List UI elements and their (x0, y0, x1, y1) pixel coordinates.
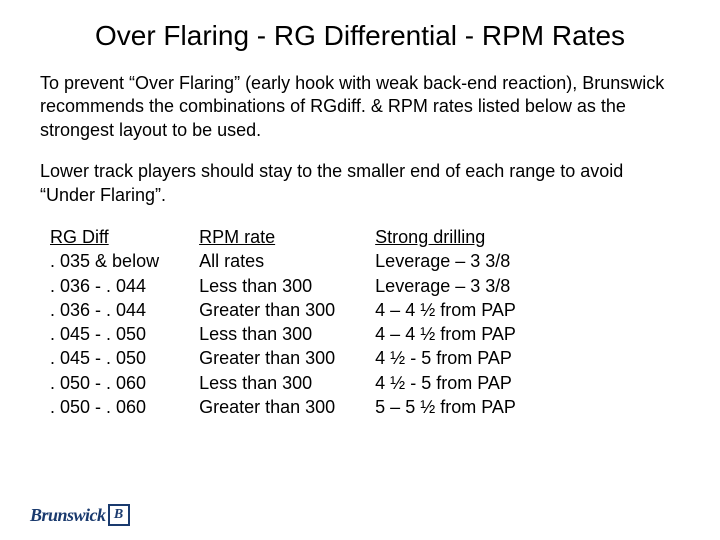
table-cell: . 045 - . 050 (50, 322, 159, 346)
table-cell: . 035 & below (50, 249, 159, 273)
table-cell: Less than 300 (199, 322, 335, 346)
column-strong-drilling: Strong drilling Leverage – 3 3/8 Leverag… (375, 225, 516, 419)
slide: Over Flaring - RG Differential - RPM Rat… (0, 0, 720, 540)
table-cell: 4 – 4 ½ from PAP (375, 298, 516, 322)
intro-paragraph-1: To prevent “Over Flaring” (early hook wi… (40, 72, 680, 142)
table-cell: All rates (199, 249, 335, 273)
column-header: RPM rate (199, 225, 335, 249)
table-cell: . 050 - . 060 (50, 395, 159, 419)
intro-paragraph-2: Lower track players should stay to the s… (40, 160, 680, 207)
table-cell: 5 – 5 ½ from PAP (375, 395, 516, 419)
table-cell: Less than 300 (199, 371, 335, 395)
column-rg-diff: RG Diff . 035 & below . 036 - . 044 . 03… (50, 225, 159, 419)
brunswick-logo: Brunswick B (30, 504, 130, 526)
table-cell: 4 ½ - 5 from PAP (375, 346, 516, 370)
slide-title: Over Flaring - RG Differential - RPM Rat… (40, 20, 680, 52)
table-cell: Greater than 300 (199, 346, 335, 370)
column-header: Strong drilling (375, 225, 516, 249)
table-cell: 4 – 4 ½ from PAP (375, 322, 516, 346)
table-cell: Greater than 300 (199, 395, 335, 419)
logo-text: Brunswick (30, 505, 106, 526)
logo-b-icon: B (108, 504, 130, 526)
table-cell: Leverage – 3 3/8 (375, 274, 516, 298)
table-cell: . 036 - . 044 (50, 298, 159, 322)
table-cell: . 036 - . 044 (50, 274, 159, 298)
table-cell: . 045 - . 050 (50, 346, 159, 370)
table-cell: Leverage – 3 3/8 (375, 249, 516, 273)
table-cell: 4 ½ - 5 from PAP (375, 371, 516, 395)
table-cell: Less than 300 (199, 274, 335, 298)
column-rpm-rate: RPM rate All rates Less than 300 Greater… (199, 225, 335, 419)
data-table: RG Diff . 035 & below . 036 - . 044 . 03… (50, 225, 680, 419)
column-header: RG Diff (50, 225, 159, 249)
table-cell: . 050 - . 060 (50, 371, 159, 395)
table-cell: Greater than 300 (199, 298, 335, 322)
